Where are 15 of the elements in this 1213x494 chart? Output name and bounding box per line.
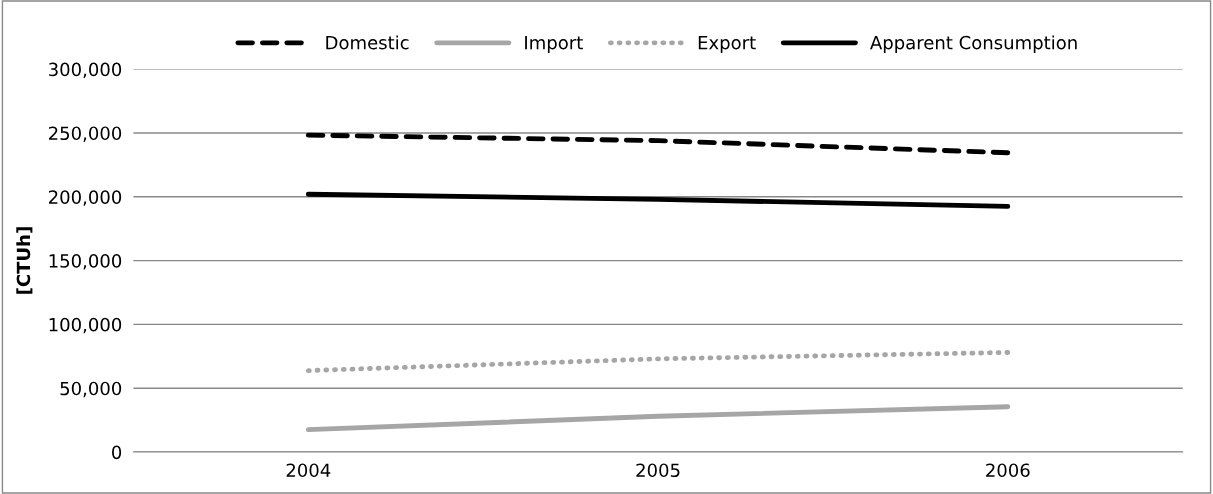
legend-label: Import bbox=[525, 35, 583, 53]
legend-label: Export bbox=[698, 35, 756, 53]
x-tick-label: 2005 bbox=[636, 463, 680, 478]
y-tick-label: 50,000 bbox=[60, 381, 122, 398]
y-tick-label: 250,000 bbox=[48, 126, 122, 142]
x-tick-label: 2004 bbox=[286, 463, 331, 478]
legend-label: Apparent Consumption bbox=[870, 35, 1077, 53]
y-tick-label: 200,000 bbox=[48, 190, 122, 206]
y-tick-label: 150,000 bbox=[49, 254, 122, 270]
y-tick-label: 300,000 bbox=[49, 62, 122, 79]
legend-label: Domestic bbox=[326, 35, 409, 50]
y-tick-label: 100,000 bbox=[49, 317, 122, 334]
y-axis-title: [CTUh] bbox=[16, 227, 33, 294]
y-tick-label: 0 bbox=[112, 445, 122, 460]
x-tick-label: 2006 bbox=[986, 463, 1030, 478]
